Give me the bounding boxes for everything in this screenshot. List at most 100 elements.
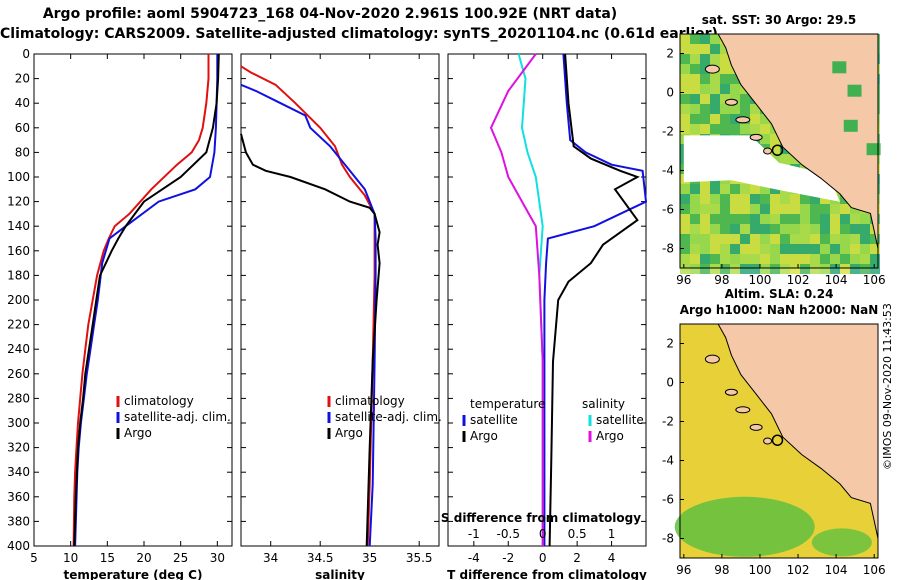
difference-series-t-argo	[548, 53, 640, 547]
sst_map-field-cell	[710, 214, 720, 224]
sst_map-field-cell	[760, 214, 770, 224]
depth-tick-label: 320	[7, 441, 30, 455]
imos-timestamp: ©IMOS 09-Nov-2020 11:43:53	[881, 303, 894, 470]
sst_map-field-cell	[780, 154, 790, 164]
sst_map-argo-location-marker	[771, 144, 784, 156]
sla_map-island	[704, 354, 720, 364]
temperature-plot-frame	[33, 53, 233, 547]
sst_map-field-cell	[680, 114, 690, 124]
sst_map-field-cell	[700, 54, 710, 64]
sst_map-field-cell	[690, 264, 700, 274]
sst_map-field-cell	[680, 34, 690, 44]
sst_map-field-cell	[750, 214, 760, 224]
sst_map-field-cell	[770, 194, 780, 204]
sst_map-ytick-label: 0	[666, 86, 674, 100]
difference-xtick-label: -2	[502, 551, 514, 565]
sst_map-field-cell	[780, 224, 790, 234]
sst-map-title: sat. SST: 30 Argo: 29.5	[702, 13, 856, 27]
sst_map-field-cell	[820, 214, 830, 224]
sst_map-field-cell	[700, 234, 710, 244]
sst_map-field-cell	[750, 224, 760, 234]
sst_map-landmass	[717, 33, 879, 249]
salinity-series-satellite-adj-clim-	[240, 83, 377, 547]
sst_map-field-cell	[680, 104, 690, 114]
sst_map-field-cell	[690, 64, 700, 74]
sst_map-field-cell	[720, 214, 730, 224]
difference-xlabel: T difference from climatology	[447, 568, 647, 580]
sst_map-field-cell	[680, 244, 690, 254]
sst_map-field-cell	[710, 204, 720, 214]
sst_map-field-cell	[710, 234, 720, 244]
difference-xtick-label: 4	[608, 551, 616, 565]
depth-tick-label: 340	[7, 465, 30, 479]
sst_map-map	[679, 33, 881, 274]
difference-x2tick-label: 0.5	[568, 527, 587, 541]
sla_map-ytick-label: 0	[666, 376, 674, 390]
temperature-xtick-label: 10	[63, 551, 78, 565]
sst_map-field-cell	[770, 254, 780, 264]
sst_map-field-cell	[680, 84, 690, 94]
temperature-xtick-label: 30	[210, 551, 225, 565]
sst_map-field-cell	[690, 124, 700, 134]
sst_map-field-cell	[720, 194, 730, 204]
sst_map-field-cell	[760, 244, 770, 254]
sst_map-field-cell	[680, 214, 690, 224]
sst_map-field-cell	[820, 194, 830, 204]
sst_map-coastal-cell	[866, 143, 881, 156]
depth-tick-label: 60	[15, 121, 30, 135]
difference-x2tick-label: 1	[608, 527, 616, 541]
sst_map-field-cell	[680, 224, 690, 234]
sst_map-field-cell	[830, 204, 840, 214]
sst_map-field-cell	[800, 194, 810, 204]
sst_map-field-cell	[800, 234, 810, 244]
sst_map-field-cell	[760, 194, 770, 204]
sst_map-coastal-cell	[843, 119, 858, 132]
sst_map-field-cell	[730, 264, 740, 274]
sst_map-field-cell	[800, 264, 810, 274]
sst_map-field-cell	[790, 214, 800, 224]
sst_map-field-cell	[810, 224, 820, 234]
sst_map-field-cell	[790, 224, 800, 234]
sst_map-field-cell	[760, 124, 770, 134]
sla-map-title: Altim. SLA: 0.24	[725, 287, 834, 301]
sst_map-field-cell	[680, 74, 690, 84]
sla_map-xtick-label: 100	[749, 563, 772, 577]
sst_map-field-cell	[840, 264, 850, 274]
sst_map-masked-region	[683, 135, 840, 202]
sst_map-field-cell	[750, 234, 760, 244]
difference-x2label: S difference from climatology	[441, 511, 641, 525]
sst_map-field-cell	[740, 94, 750, 104]
sst_map-field-cell	[720, 184, 730, 194]
sla_map-ytick-label: -8	[662, 532, 674, 546]
sst_map-field-cell	[780, 254, 790, 264]
sst_map-field-cell	[770, 144, 780, 154]
sst_map-ytick-label: -6	[662, 203, 674, 217]
sla_map-xtick-label: 104	[825, 563, 848, 577]
sst_map-field-cell	[720, 204, 730, 214]
sst_map-field-cell	[720, 244, 730, 254]
depth-tick-label: 40	[15, 96, 30, 110]
sst_map-field-cell	[710, 84, 720, 94]
sst_map-field-cell	[860, 264, 870, 274]
sst_map-field-cell	[730, 114, 740, 124]
sst_map-field-cell	[690, 214, 700, 224]
salinity-plot-frame	[240, 53, 440, 547]
sst_map-field-cell	[710, 104, 720, 114]
depth-tick-label: 280	[7, 391, 30, 405]
difference-xtick-label: 2	[573, 551, 581, 565]
temperature-xtick-label: 20	[136, 551, 151, 565]
sst_map-field-cell	[700, 114, 710, 124]
sst_map-field-cell	[850, 244, 860, 254]
sst_map-field-cell	[730, 204, 740, 214]
sla_map-island	[763, 437, 773, 445]
sst_map-field-cell	[820, 244, 830, 254]
depth-tick-label: 300	[7, 416, 30, 430]
sst_map-xtick-label: 98	[714, 273, 729, 287]
sst_map-field-cell	[690, 224, 700, 234]
sla_map-island	[735, 406, 751, 414]
sst_map-field-cell	[770, 224, 780, 234]
sst_map-field-cell	[700, 84, 710, 94]
sst_map-field-cell	[710, 94, 720, 104]
sst_map-field-cell	[740, 234, 750, 244]
